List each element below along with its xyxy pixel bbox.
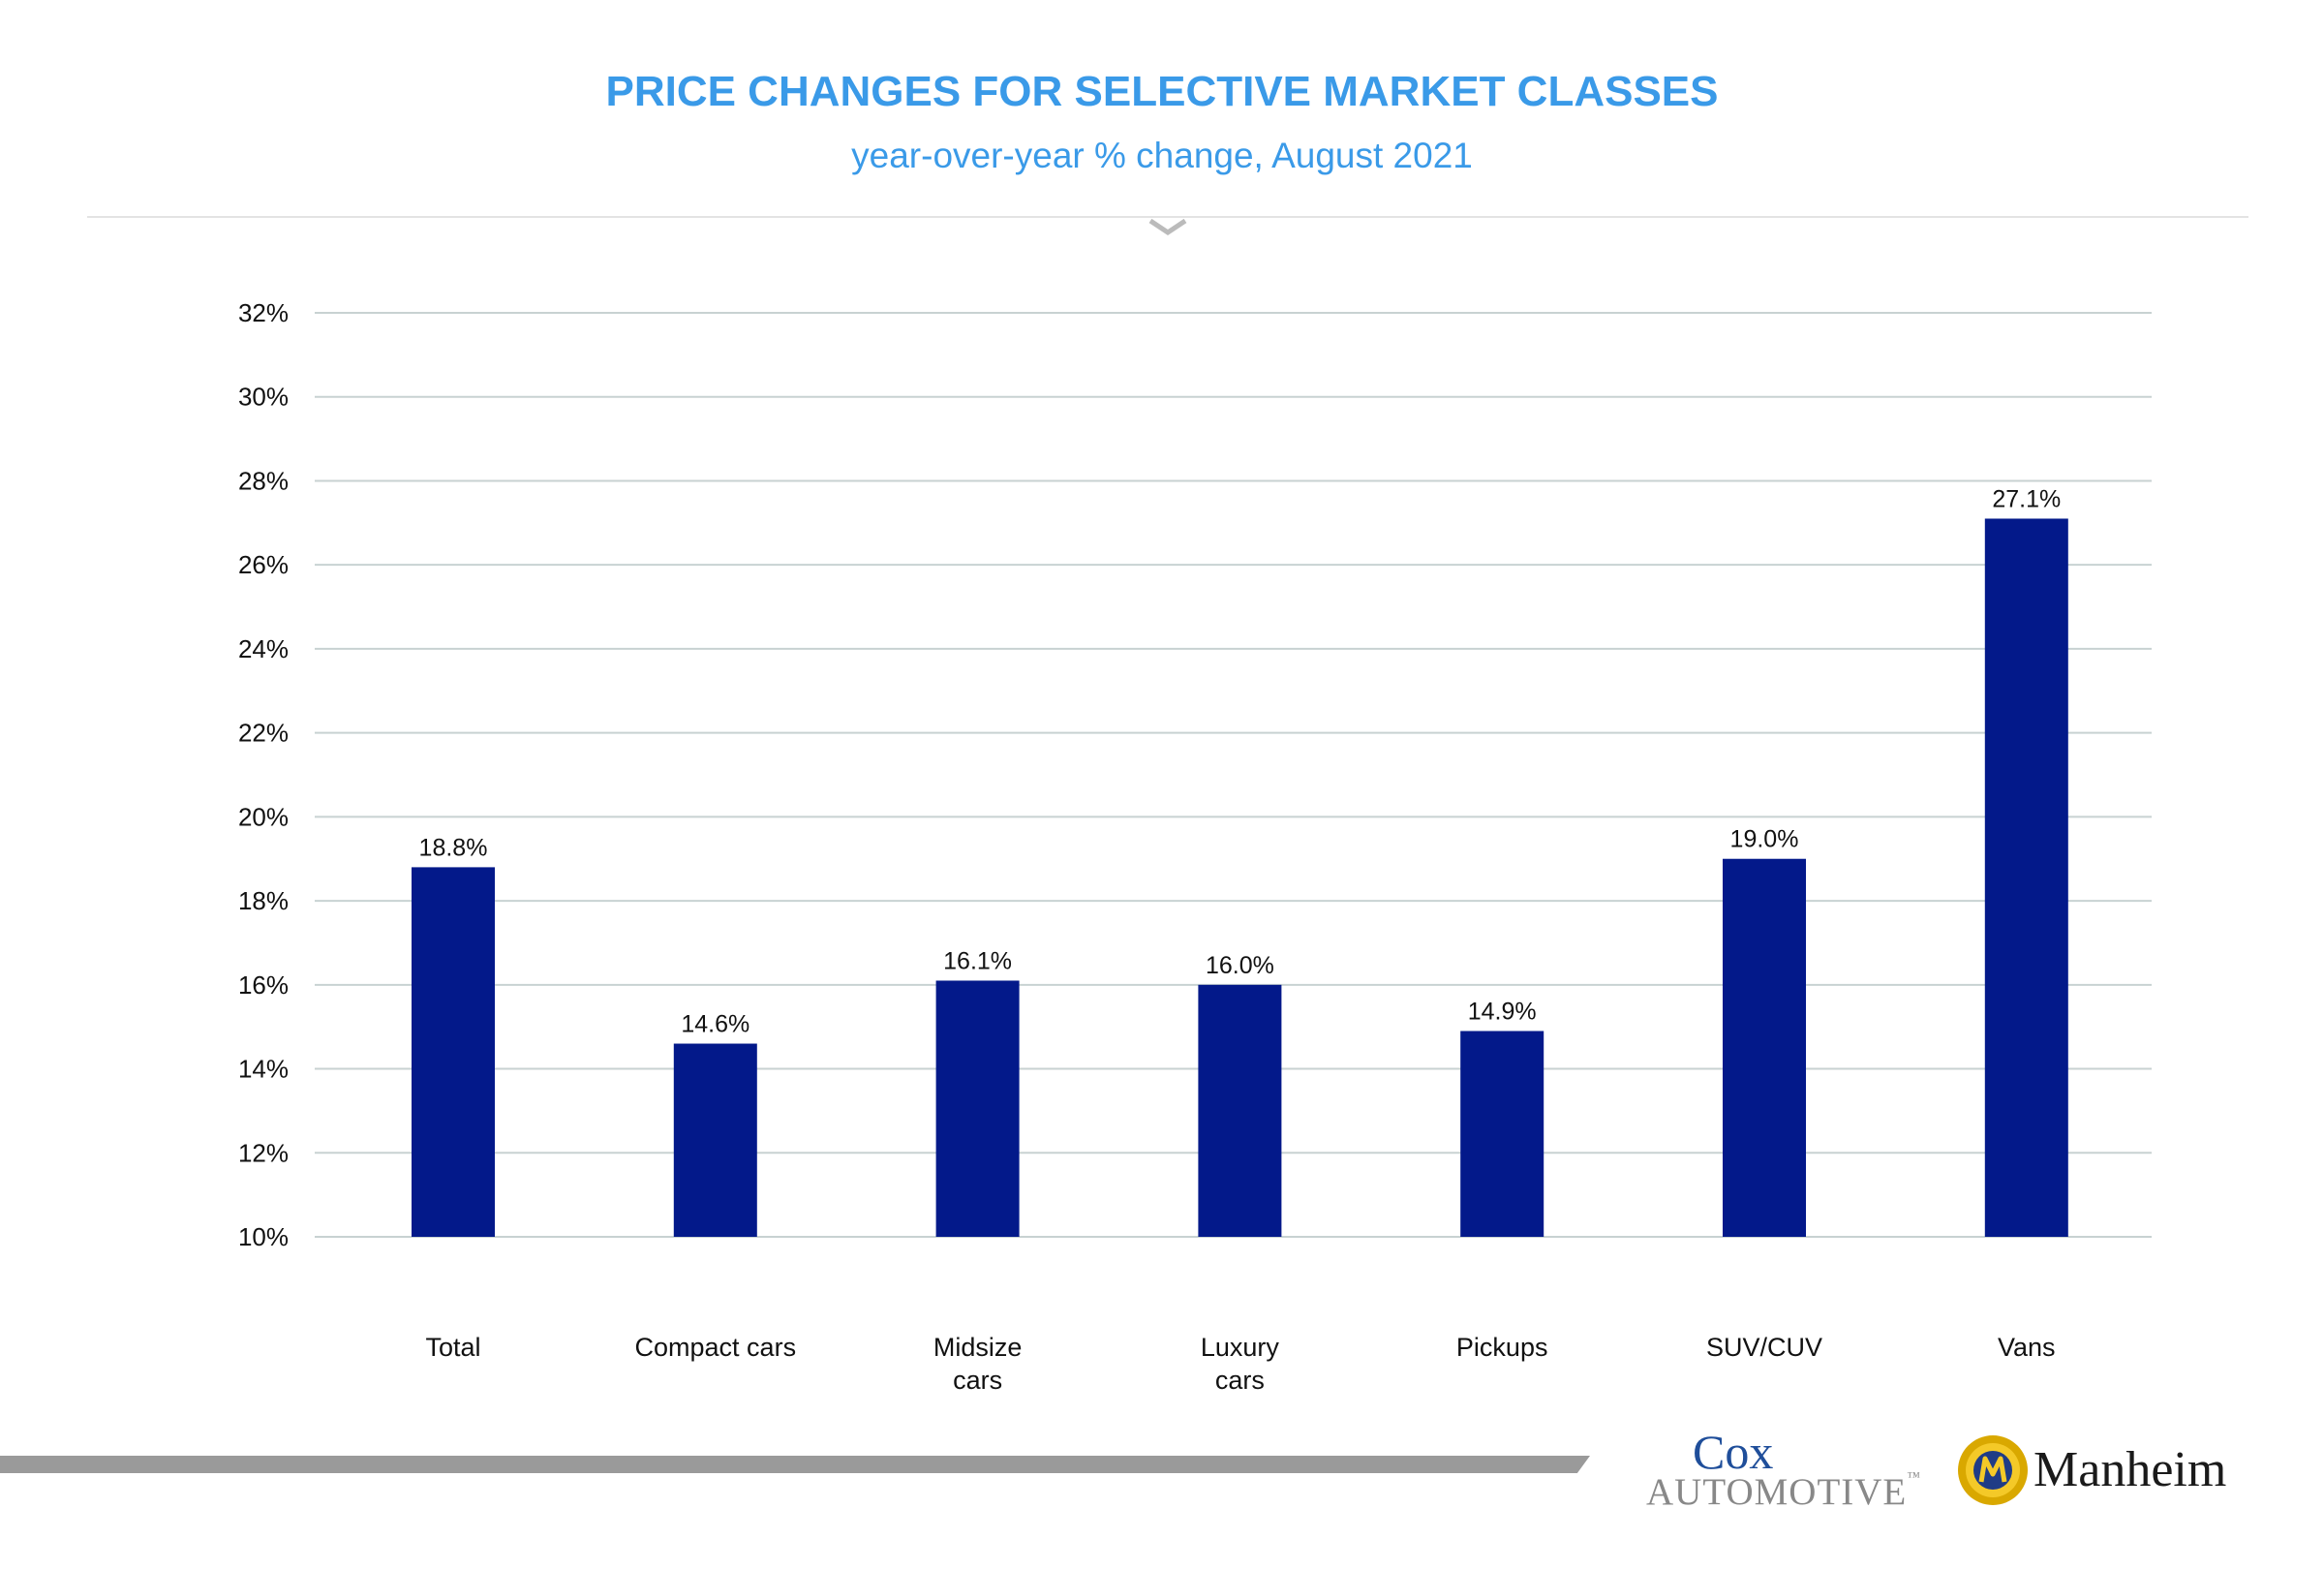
automotive-logo-word: AUTOMOTIVE™ [1646,1470,1921,1513]
y-tick-label: 24% [238,634,289,663]
bars [412,518,2068,1237]
bar [1984,518,2068,1237]
manheim-emblem-icon [1958,1435,2028,1505]
bar [1723,858,1806,1237]
x-tick-label: Pickups [1456,1333,1548,1362]
data-label: 27.1% [1992,485,2061,512]
bar [673,1043,757,1237]
y-tick-label: 20% [238,802,289,831]
y-tick-label: 10% [238,1222,289,1251]
x-tick-label: cars [1215,1366,1265,1395]
bar [935,980,1020,1237]
data-label: 18.8% [419,834,488,861]
y-tick-label: 22% [238,719,289,748]
x-tick-label: Vans [1998,1333,2056,1362]
y-tick-label: 16% [238,970,289,1000]
bar [412,867,495,1237]
x-tick-label: cars [953,1366,1002,1395]
chevron-down-icon [1148,218,1187,236]
x-tick-label: Compact cars [635,1333,797,1362]
data-label: 14.6% [681,1011,749,1038]
data-label: 19.0% [1730,826,1799,853]
x-tick-label: Luxury [1201,1333,1280,1362]
gridlines [315,312,2152,1238]
data-label: 14.9% [1468,999,1537,1026]
data-label: 16.0% [1206,952,1274,979]
data-labels: 18.8% 14.6% 16.1% 16.0% 14.9% 19.0% 27.1% [419,485,2062,1037]
y-tick-label: 30% [238,383,289,412]
y-tick-label: 26% [238,550,289,579]
bar [1198,984,1282,1237]
x-tick-label: SUV/CUV [1706,1333,1822,1362]
bar [1460,1031,1544,1237]
data-label: 16.1% [943,947,1012,974]
y-tick-label: 28% [238,466,289,495]
cox-automotive-logo: Cox AUTOMOTIVE™ [1646,1424,1920,1513]
y-tick-label: 12% [238,1138,289,1167]
manheim-logo-word: Manheim [2034,1442,2227,1497]
x-tick-label: Midsize [933,1333,1023,1362]
footer-bar [0,1456,1590,1473]
chart-title: PRICE CHANGES FOR SELECTIVE MARKET CLASS… [605,68,1719,115]
y-tick-label: 14% [238,1055,289,1084]
manheim-logo: Manheim [1956,1433,2247,1511]
x-tick-label: Total [425,1333,480,1362]
cox-logo-word: Cox [1693,1425,1774,1479]
y-tick-label: 32% [238,298,289,327]
x-axis: Total Compact cars Midsize cars Luxury cars Pi… [425,1333,2055,1395]
y-tick-label: 18% [238,886,289,915]
chart-subtitle: year-over-year % change, August 2021 [851,136,1473,175]
y-axis: 10% 12% 14% 16% 18% 20% 22% 24% 26% 28% 30% 32% [238,298,289,1251]
